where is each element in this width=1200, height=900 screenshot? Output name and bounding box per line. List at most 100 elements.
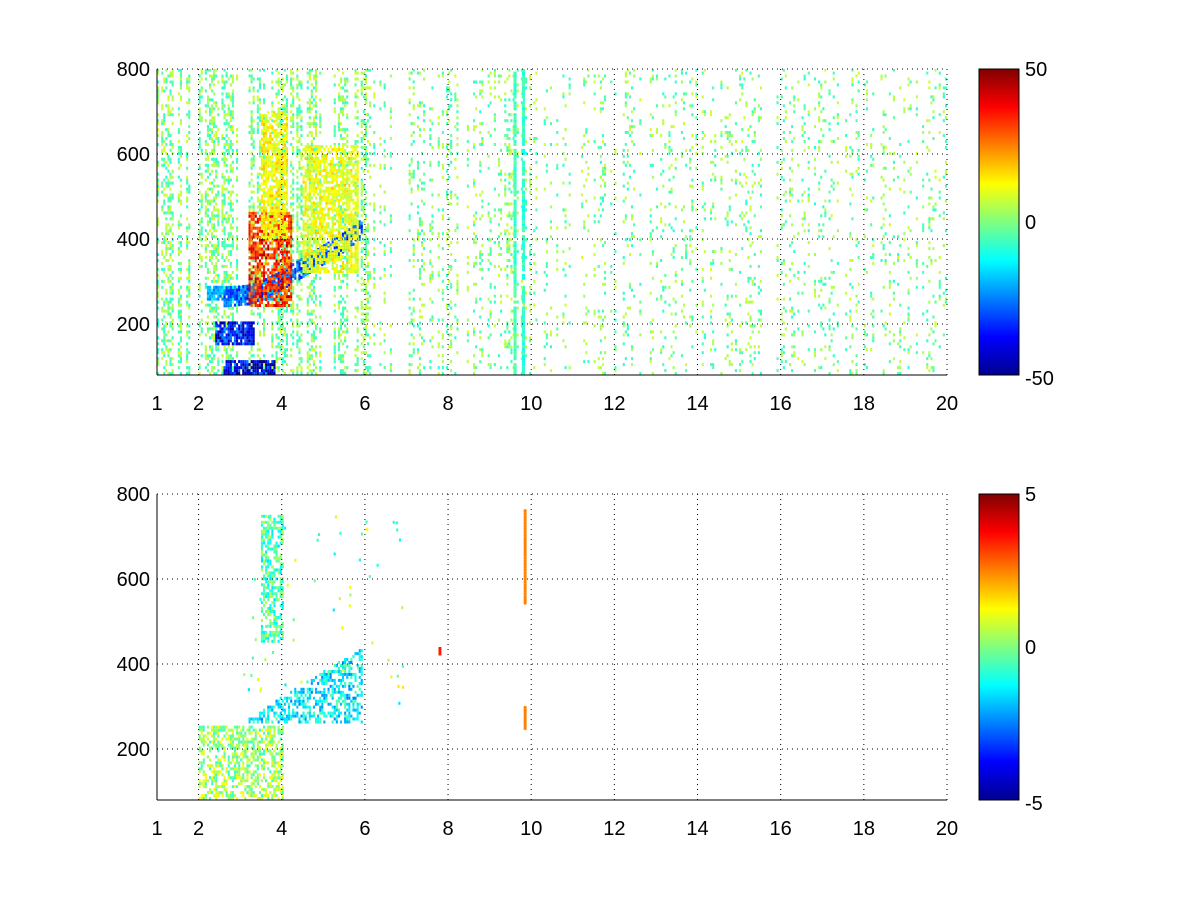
heatmap-cell: [680, 98, 683, 102]
heatmap-cell: [165, 247, 168, 251]
heatmap-cell: [227, 151, 230, 155]
heatmap-cell: [685, 321, 688, 325]
heatmap-cell: [200, 205, 203, 209]
heatmap-cell: [360, 202, 363, 206]
heatmap-cell: [624, 238, 627, 242]
heatmap-cell: [364, 95, 367, 99]
heatmap-cell: [662, 345, 665, 349]
heatmap-cell: [250, 205, 253, 209]
heatmap-cell: [285, 303, 288, 307]
heatmap-cell: [473, 80, 476, 84]
heatmap-cell: [373, 229, 376, 233]
heatmap-cell: [211, 345, 214, 349]
heatmap-cell: [300, 193, 303, 197]
heatmap-cell: [213, 214, 216, 218]
heatmap-cell: [562, 74, 565, 78]
heatmap-cell: [204, 205, 207, 209]
heatmap-cell: [169, 315, 172, 319]
heatmap-cell: [310, 89, 313, 93]
heatmap-cell: [281, 261, 284, 265]
heatmap-cell: [258, 312, 261, 316]
heatmap-cell: [310, 354, 313, 358]
heatmap-cell: [807, 160, 810, 164]
heatmap-cell: [695, 226, 698, 230]
heatmap-cell: [701, 279, 704, 283]
heatmap-cell: [315, 354, 318, 358]
heatmap-cell: [225, 270, 228, 274]
heatmap-cell: [510, 214, 513, 218]
heatmap-cell: [225, 148, 228, 152]
heatmap-cell: [782, 131, 785, 134]
heatmap-cell: [290, 184, 293, 188]
heatmap-cell: [473, 232, 476, 236]
heatmap-cell: [204, 264, 207, 268]
heatmap-cell: [583, 80, 586, 84]
heatmap-cell: [362, 208, 365, 212]
heatmap-cell: [333, 342, 336, 346]
heatmap-cell: [516, 250, 519, 254]
heatmap-cell: [820, 366, 823, 370]
heatmap-cell: [346, 315, 349, 319]
heatmap-cell: [628, 134, 631, 137]
heatmap-cell: [258, 205, 261, 209]
heatmap-cell: [364, 330, 367, 334]
heatmap-cell: [177, 145, 180, 149]
heatmap-cell: [209, 303, 212, 307]
heatmap-cell: [583, 339, 586, 343]
heatmap-cell: [250, 74, 253, 78]
heatmap-cell: [213, 267, 216, 271]
heatmap-cell: [604, 193, 607, 197]
heatmap-cell: [581, 256, 584, 259]
heatmap-cell: [423, 77, 426, 81]
heatmap-cell: [356, 330, 359, 334]
heatmap-cell: [161, 327, 164, 331]
heatmap-cell: [712, 86, 715, 90]
heatmap-cell: [701, 342, 704, 346]
heatmap-cell: [277, 309, 280, 313]
heatmap-cell: [236, 247, 239, 251]
heatmap-cell: [337, 333, 340, 337]
heatmap-cell: [281, 77, 284, 81]
heatmap-cell: [315, 77, 318, 81]
heatmap-cell: [473, 309, 476, 313]
heatmap-cell: [466, 261, 469, 265]
heatmap-cell: [813, 369, 816, 373]
heatmap-cell: [229, 95, 232, 99]
heatmap-cell: [493, 86, 496, 90]
heatmap-cell: [271, 104, 274, 108]
heatmap-cell: [231, 300, 234, 304]
heatmap-cell: [339, 360, 342, 364]
heatmap-cell: [734, 178, 737, 182]
heatmap-cell: [283, 107, 286, 111]
heatmap-cell: [628, 285, 631, 289]
heatmap-cell: [481, 276, 484, 280]
heatmap-cell: [510, 190, 513, 194]
heatmap-cell: [179, 77, 182, 81]
heatmap-cell: [510, 351, 513, 355]
heatmap-cell: [217, 360, 220, 364]
heatmap-cell: [689, 324, 692, 328]
heatmap-cell: [281, 306, 284, 310]
heatmap-cell: [296, 330, 299, 334]
heatmap-cell: [186, 247, 189, 251]
heatmap-cell: [179, 163, 182, 167]
heatmap-cell: [683, 107, 686, 111]
heatmap-cell: [346, 77, 349, 81]
heatmap-cell: [408, 297, 411, 301]
heatmap-cell: [631, 348, 634, 352]
heatmap-cell: [171, 80, 174, 84]
heatmap-cell: [421, 181, 424, 185]
heatmap-cell: [339, 279, 342, 283]
heatmap-cell: [389, 241, 392, 245]
heatmap-cell: [369, 273, 372, 277]
heatmap-cell: [379, 107, 382, 111]
heatmap-cell: [614, 345, 617, 349]
heatmap-cell: [312, 276, 315, 280]
heatmap-cell: [466, 339, 469, 343]
heatmap-cell: [820, 140, 823, 143]
heatmap-cell: [215, 261, 218, 265]
heatmap-cell: [225, 321, 228, 325]
heatmap-cell: [256, 354, 259, 358]
heatmap-cell: [431, 86, 434, 90]
heatmap-cell: [662, 122, 665, 126]
